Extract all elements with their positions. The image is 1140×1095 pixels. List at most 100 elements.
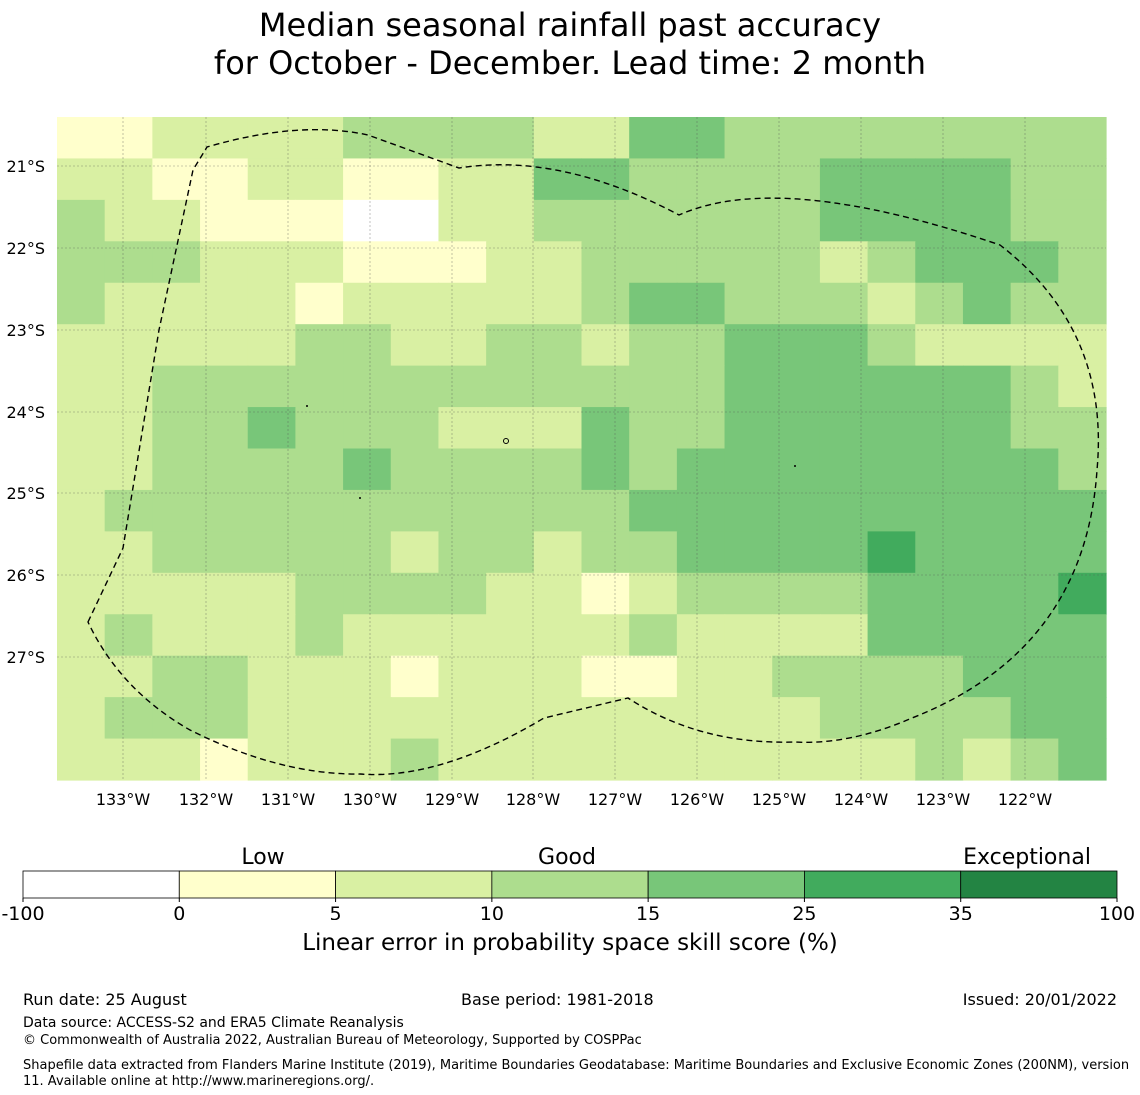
grid-cell bbox=[629, 655, 678, 698]
grid-cell bbox=[819, 738, 869, 781]
latitude-label: 26°S bbox=[6, 566, 45, 585]
longitude-label: 127°W bbox=[588, 790, 643, 809]
grid-cell bbox=[152, 158, 201, 201]
grid-cell bbox=[1058, 324, 1107, 367]
latitude-label: 27°S bbox=[6, 648, 45, 667]
grid-cell bbox=[390, 531, 440, 574]
grid-cell bbox=[438, 614, 487, 657]
grid-cell bbox=[295, 489, 344, 532]
grid-cell bbox=[486, 324, 535, 367]
grid-cell bbox=[629, 117, 678, 160]
colorbar-title: Linear error in probability space skill … bbox=[302, 930, 838, 956]
grid-cell bbox=[57, 365, 106, 408]
grid-cell bbox=[819, 365, 869, 408]
grid-cell bbox=[438, 531, 487, 574]
grid-cell bbox=[104, 738, 153, 781]
grid-cell bbox=[724, 614, 773, 657]
grid-cell bbox=[1058, 572, 1107, 615]
grid-cell bbox=[104, 614, 153, 657]
grid-cell bbox=[200, 241, 249, 284]
grid-cell bbox=[486, 531, 535, 574]
grid-cell bbox=[724, 655, 773, 698]
grid-cell bbox=[819, 448, 869, 491]
island-marker bbox=[503, 438, 509, 444]
grid-cell bbox=[200, 489, 249, 532]
grid-cell bbox=[390, 117, 440, 160]
colorbar-tick-label: 5 bbox=[330, 903, 342, 920]
grid-cell bbox=[867, 697, 916, 740]
grid-cell bbox=[581, 697, 630, 740]
grid-cell bbox=[1010, 241, 1059, 284]
grid-cell bbox=[915, 655, 964, 698]
grid-cell bbox=[1010, 158, 1059, 201]
grid-cell bbox=[438, 655, 487, 698]
grid-cell bbox=[295, 407, 344, 450]
grid-cell bbox=[295, 738, 344, 781]
grid-cell bbox=[152, 282, 201, 325]
grid-cell bbox=[676, 531, 726, 574]
colorbar-tick-label: 0 bbox=[173, 903, 185, 920]
grid-cell bbox=[247, 489, 297, 532]
grid-cell bbox=[104, 489, 153, 532]
longitude-label: 125°W bbox=[752, 790, 807, 809]
latitude-label: 25°S bbox=[6, 484, 45, 503]
grid-cell bbox=[486, 117, 535, 160]
grid-cell bbox=[772, 199, 821, 242]
grid-cell bbox=[724, 697, 773, 740]
grid-cell bbox=[57, 655, 106, 698]
grid-cell bbox=[819, 241, 869, 284]
grid-cell bbox=[915, 117, 964, 160]
colorbar-tick-label: 15 bbox=[636, 903, 660, 920]
grid-cell bbox=[629, 282, 678, 325]
grid-cell bbox=[915, 697, 964, 740]
grid-cell bbox=[581, 117, 630, 160]
grid-cell bbox=[533, 365, 583, 408]
longitude-label: 124°W bbox=[834, 790, 889, 809]
grid-cell bbox=[343, 697, 392, 740]
grid-cell bbox=[819, 489, 869, 532]
colorbar-swatch bbox=[491, 870, 649, 899]
grid-cell bbox=[962, 697, 1012, 740]
grid-cell bbox=[247, 158, 297, 201]
grid-cell bbox=[57, 448, 106, 491]
grid-cell bbox=[247, 738, 297, 781]
grid-cell bbox=[1010, 199, 1059, 242]
grid-cell bbox=[200, 531, 249, 574]
grid-cell bbox=[104, 199, 153, 242]
grid-cell bbox=[247, 241, 297, 284]
grid-cell bbox=[676, 407, 726, 450]
longitude-label: 126°W bbox=[670, 790, 725, 809]
grid-cell bbox=[247, 117, 297, 160]
grid-cell bbox=[295, 324, 344, 367]
grid-cell bbox=[676, 572, 726, 615]
grid-cell bbox=[390, 572, 440, 615]
grid-cell bbox=[343, 489, 392, 532]
grid-cell bbox=[867, 572, 916, 615]
grid-cell bbox=[486, 199, 535, 242]
grid-cell bbox=[676, 365, 726, 408]
grid-cell bbox=[772, 324, 821, 367]
grid-cell bbox=[533, 572, 583, 615]
grid-cell bbox=[247, 572, 297, 615]
grid-cell bbox=[1058, 365, 1107, 408]
grid-cell bbox=[629, 365, 678, 408]
grid-cell bbox=[533, 199, 583, 242]
grid-cell bbox=[486, 241, 535, 284]
grid-cell bbox=[772, 531, 821, 574]
grid-cell bbox=[104, 117, 153, 160]
grid-cell bbox=[772, 117, 821, 160]
grid-cell bbox=[57, 158, 106, 201]
grid-cell bbox=[962, 738, 1012, 781]
grid-cell bbox=[438, 158, 487, 201]
grid-cell bbox=[915, 365, 964, 408]
grid-cell bbox=[1010, 365, 1059, 408]
grid-cell bbox=[1058, 531, 1107, 574]
grid-cell bbox=[533, 448, 583, 491]
grid-cell bbox=[57, 199, 106, 242]
colorbar: Low Good Exceptional -100 0 5 10 15 25 35 100 bbox=[1, 845, 1135, 920]
grid-cell bbox=[57, 531, 106, 574]
grid-cell bbox=[581, 489, 630, 532]
grid-cell bbox=[152, 407, 201, 450]
grid-cell bbox=[57, 489, 106, 532]
grid-cell bbox=[390, 158, 440, 201]
